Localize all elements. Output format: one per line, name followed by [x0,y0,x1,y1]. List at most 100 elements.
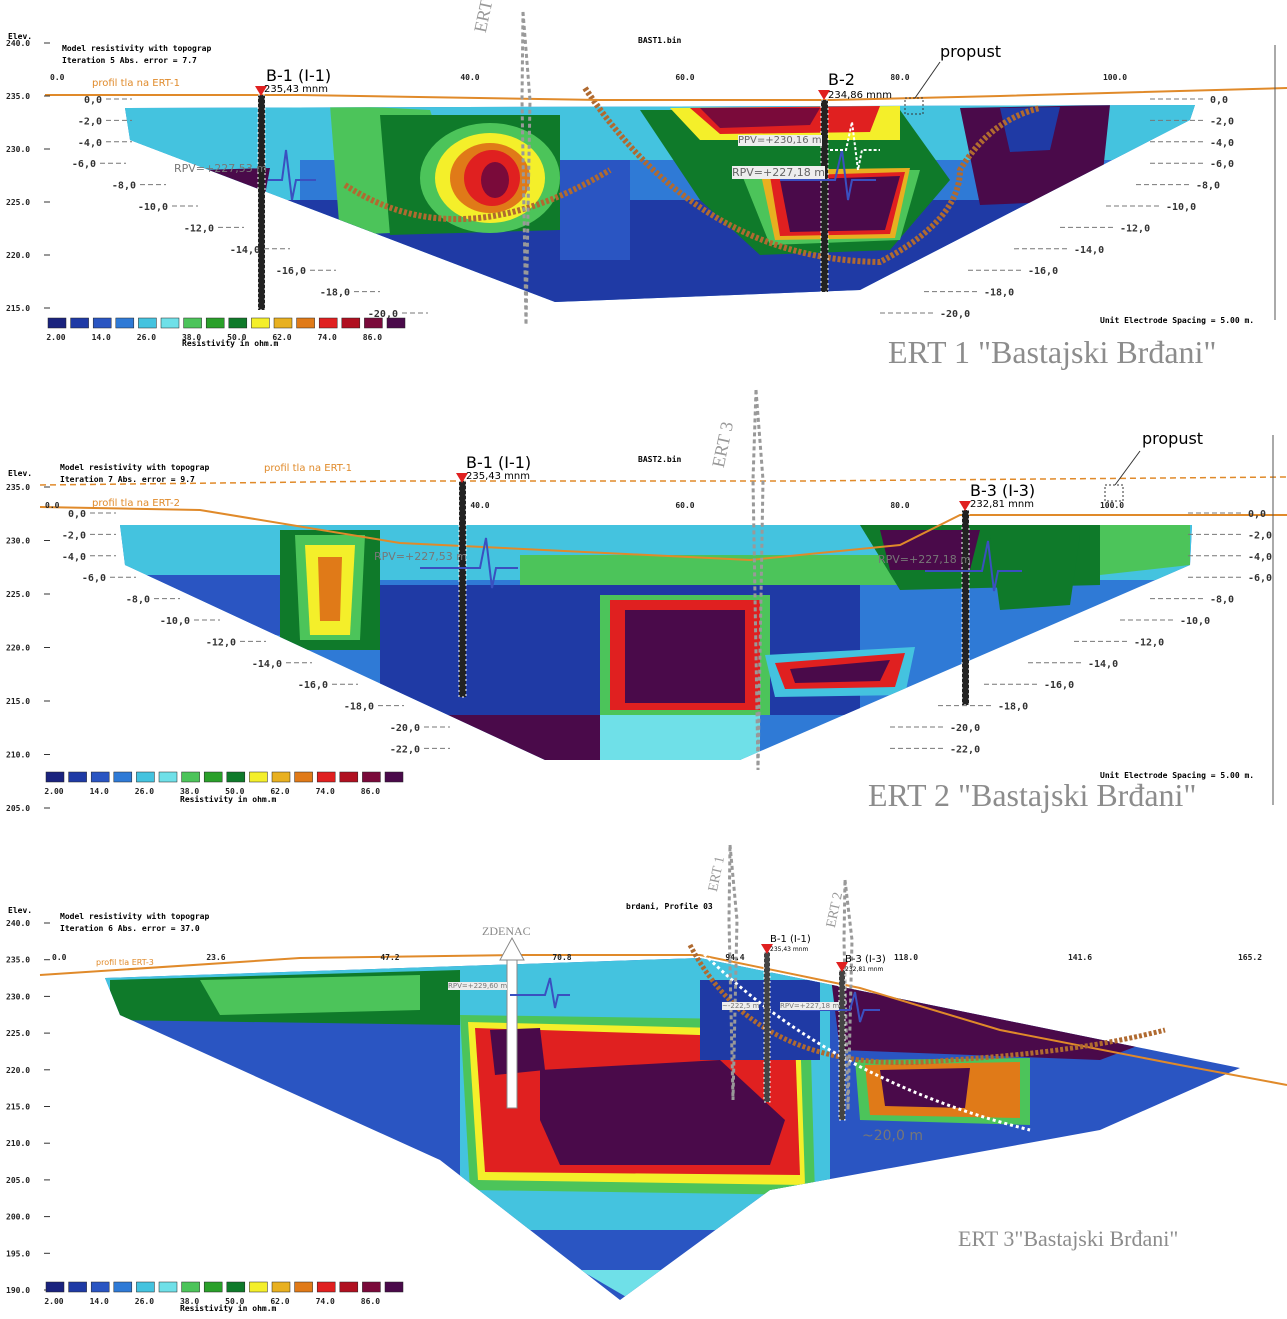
ert3-rpv-1: RPV=+229,60 m [448,982,508,990]
elevation-tick-label: 210.0 [6,751,30,760]
x-tick-label: 47.2 [380,953,399,962]
x-tick-label: 100.0 [1103,73,1127,82]
elevation-tick-label: 235.0 [6,956,30,965]
elevation-tick-label: 240.0 [6,919,30,928]
elevation-tick-label: 220.0 [6,1066,30,1075]
depth-label-left: -14,0 [252,659,282,670]
color-scale-swatch [115,317,135,329]
color-scale-value: 62.0 [270,787,289,796]
depth-label-right: -14,0 [1088,659,1118,670]
ert3-water-symbol-2 [800,991,880,1023]
color-scale-swatch [70,317,89,329]
ert1-water-symbol-1 [268,149,316,201]
ert2-b1-rpv: RPV=+227,53 m [374,550,467,563]
color-scale-value: 62.0 [272,333,291,342]
ert1-water-symbol-3 [830,121,880,171]
ert3-file-name: brdani, Profile 03 [626,902,713,911]
ert1-panel: 240.0 235.0 230.0 225.0 220.0 215.0 0.0 40.0 60.… [0,0,1287,380]
ert1-propust-label: propust [940,42,1002,61]
ert1-b2-rpv: RPV=+227,18 m [732,166,825,179]
color-scale-swatch [158,1281,178,1293]
color-scale-value: 50.0 [225,1297,244,1306]
color-scale-value: 62.0 [270,1297,289,1306]
ert3-b3-elev: 232,81 mnm [845,966,884,973]
ert3-topo-label: profil tla ERT-3 [96,958,154,967]
color-scale-swatch [183,317,202,329]
elevation-tick-label: 215.0 [6,697,30,706]
ert1-file-name: BAST1.bin [638,36,682,45]
color-scale-swatch [90,1281,110,1293]
depth-label-right: -6,0 [1248,573,1272,584]
ert2-ticks: 235.0 230.0 225.0 220.0 215.0 210.0 205.0 0.0 40… [6,483,1272,813]
x-tick-label: 40.0 [470,501,489,510]
ert3-water-symbol-1 [510,977,570,1009]
color-scale-swatch [158,771,178,783]
ert2-b3-name: B-3 (I-3) [970,481,1036,500]
ert1-propust-leader [914,61,941,99]
ert2-topo-line-1 [39,476,1287,486]
depth-label-right: 0,0 [1210,95,1228,106]
ert2-water-symbol-2 [925,540,1022,592]
ert2-b3-elev: 232,81 mnm [970,499,1034,510]
color-scale-swatch [384,771,404,783]
x-tick-label: 80.0 [890,73,909,82]
ert1-b1-rpv: RPV=+227,53 m [174,162,267,175]
color-scale-swatch [113,1281,133,1293]
ert2-header-line1: Model resistivity with topograp [60,463,210,472]
ert1-borehole-b2-marker [818,90,830,100]
ert1-color-scale: 2.00 14.0 26.0 38.0 50.0 62.0 74.0 86.0 [46,317,406,342]
color-scale-swatch [364,317,383,329]
x-tick-label: 100.0 [1100,501,1124,510]
ert2-section: 235.0 230.0 225.0 220.0 215.0 210.0 205.0 0.0 40… [6,389,1287,813]
color-scale-swatch [68,771,87,783]
depth-label-right: -18,0 [998,702,1028,713]
color-scale-swatch [45,771,65,783]
ert2-propust-leader [1114,450,1141,486]
color-scale-swatch [90,771,110,783]
elevation-tick-label: 205.0 [6,1176,30,1185]
ert1-elev-label: Elev. [8,32,33,41]
ert3-topo-line [39,954,1287,1086]
color-scale-swatch [318,317,338,329]
x-tick-label: 165.2 [1238,953,1262,962]
elevation-tick-label: 210.0 [6,1139,30,1148]
color-scale-value: 2.00 [44,787,63,796]
depth-label-right: -22,0 [950,744,980,755]
depth-label-left: -6,0 [82,573,106,584]
ert3-color-scale: 2.00 14.0 26.0 38.0 50.0 62.0 74.0 86.0 [44,1281,404,1306]
depth-label-left: -18,0 [320,288,350,299]
color-scale-value: 38.0 [180,1297,199,1306]
color-scale-value: 74.0 [318,333,337,342]
color-scale-swatch [273,317,293,329]
ert2-b1-name: B-1 (I-1) [466,453,532,472]
ert2-propust-label: propust [1142,429,1204,448]
color-scale-swatch [160,317,180,329]
elevation-tick-label: 215.0 [6,304,30,313]
color-scale-swatch [68,1281,87,1293]
elevation-tick-label: 225.0 [6,590,30,599]
ert3-section: 240.0 235.0 230.0 225.0 220.0 215.0 210.0 205.0… [6,844,1287,1306]
depth-label-right: -4,0 [1210,138,1234,149]
ert3-resistivity-body [105,958,1240,1300]
elevation-tick-label: 220.0 [6,251,30,260]
ert3-depth-note: ~20,0 m [862,1128,923,1144]
elevation-tick-label: 230.0 [6,992,30,1001]
color-scale-swatch [205,317,225,329]
ert2-b1-elev: 235,43 mnm [466,471,530,482]
color-scale-value: 86.0 [361,1297,380,1306]
ert2-color-scale: 2.00 14.0 26.0 38.0 50.0 62.0 74.0 86.0 [44,771,404,796]
elevation-tick-label: 195.0 [6,1249,30,1258]
depth-label-left: -22,0 [390,744,420,755]
depth-label-right: -20,0 [950,723,980,734]
elevation-tick-label: 230.0 [6,145,30,154]
depth-label-right: -12,0 [1134,637,1164,648]
color-scale-value: 50.0 [227,333,246,342]
x-tick-label: 60.0 [675,501,694,510]
ert1-b2-ppv: PPV=+230,16 m [738,135,822,146]
color-scale-swatch [136,771,155,783]
x-tick-label: 60.0 [675,73,694,82]
ert3-borehole-b1-marker [761,944,773,954]
ert1-header-line2: Iteration 5 Abs. error = 7.7 [62,56,197,65]
color-scale-swatch [386,317,406,329]
ert3-header-line2: Iteration 6 Abs. error = 37.0 [60,924,200,933]
